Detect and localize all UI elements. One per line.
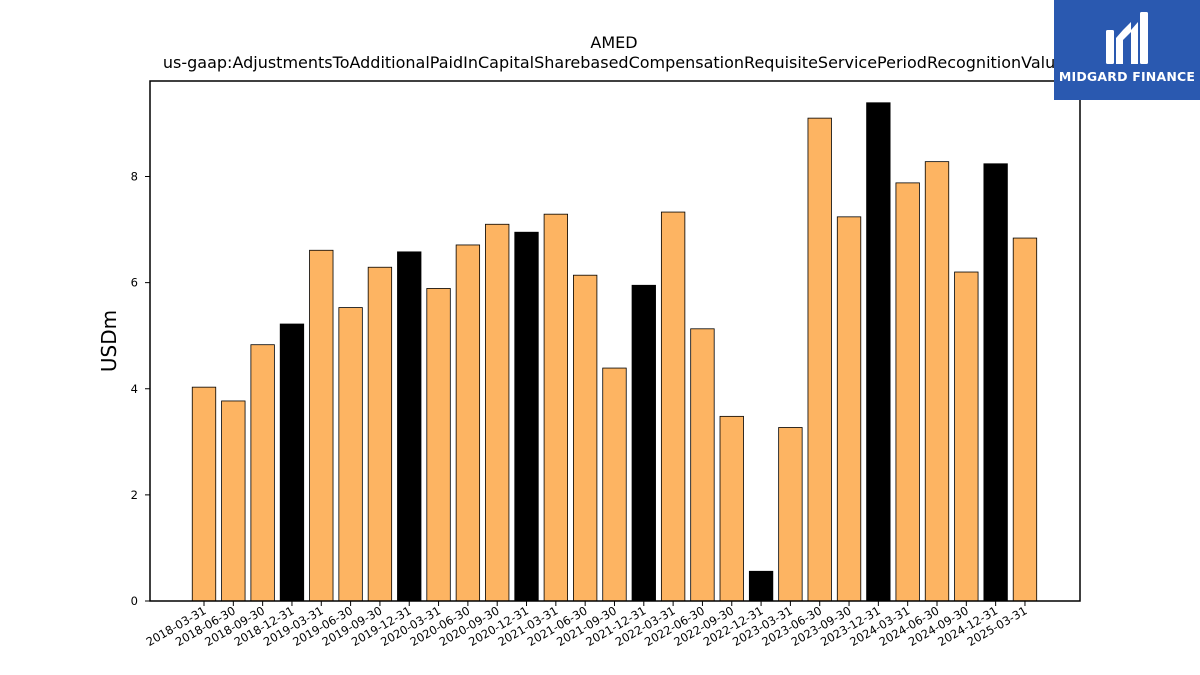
bar-2025-03-31	[1012, 237, 1038, 602]
y-tick-label: 4	[131, 382, 138, 396]
y-ticks-group: 0 2 4 6 8	[131, 170, 150, 608]
bar-2022-06-30	[690, 328, 715, 602]
logo-mark-icon	[1106, 12, 1148, 64]
bar-2018-09-30	[250, 344, 275, 602]
bar-2020-09-30	[485, 223, 510, 602]
y-tick-label: 6	[131, 276, 138, 290]
bar-2021-06-30	[573, 274, 598, 602]
logo-text: MIDGARD FINANCE	[1058, 69, 1196, 84]
bar-2024-09-30	[954, 271, 979, 602]
bar-2024-12-31	[983, 163, 1008, 602]
bars-group	[191, 102, 1038, 602]
bar-2019-12-31	[397, 251, 422, 602]
y-tick-label: 0	[131, 594, 138, 608]
brand-logo: MIDGARD FINANCE	[1054, 0, 1200, 100]
bar-2022-09-30	[719, 415, 744, 602]
bar-2023-06-30	[807, 117, 832, 602]
bar-2021-09-30	[602, 367, 627, 602]
bar-2018-03-31	[191, 386, 217, 602]
bar-2018-06-30	[221, 400, 246, 602]
bar-2020-06-30	[455, 244, 481, 602]
bar-2022-03-31	[660, 211, 686, 602]
bar-2019-09-30	[367, 266, 393, 602]
plot-frame	[149, 80, 1081, 602]
bar-2020-12-31	[514, 231, 539, 602]
chart-subtitle: us-gaap:AdjustmentsToAdditionalPaidInCap…	[163, 53, 1065, 72]
bar-2024-03-31	[895, 182, 920, 602]
bar-2022-12-31	[748, 570, 774, 602]
y-tick-label: 8	[131, 170, 138, 184]
chart-title: AMED	[590, 33, 637, 52]
bar-2021-12-31	[631, 284, 656, 602]
bar-2021-03-31	[543, 213, 568, 602]
y-axis-label: USDm	[97, 310, 121, 372]
bar-2024-06-30	[924, 161, 950, 602]
y-tick-label: 2	[131, 488, 138, 502]
x-ticks-group: 2018-03-312018-06-302018-09-302018-12-31…	[144, 601, 1029, 649]
bar-2019-06-30	[338, 307, 363, 602]
bar-2023-12-31	[866, 102, 891, 602]
bar-2019-03-31	[309, 249, 334, 602]
bar-2023-09-30	[836, 216, 862, 602]
bar-2018-12-31	[279, 323, 305, 602]
bar-2020-03-31	[426, 288, 451, 602]
bar-2023-03-31	[778, 427, 803, 602]
